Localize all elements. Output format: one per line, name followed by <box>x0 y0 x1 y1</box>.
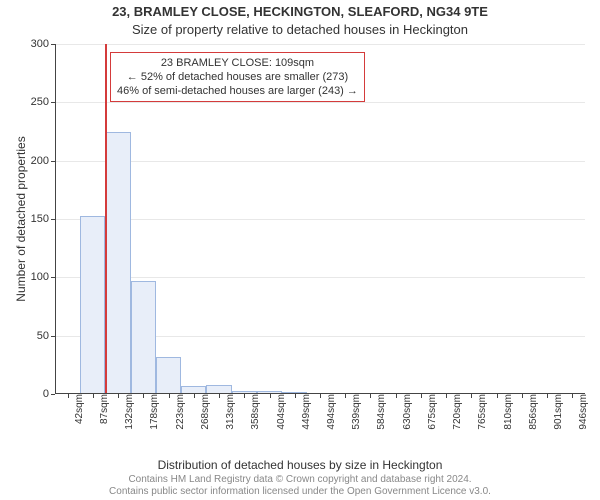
xtick-label: 630sqm <box>400 394 413 430</box>
x-axis-label: Distribution of detached houses by size … <box>0 458 600 472</box>
xtick-label: 901sqm <box>551 394 564 430</box>
ytick-label: 250 <box>31 96 55 108</box>
xtick-label: 946sqm <box>576 394 589 430</box>
footer-line2: Contains public sector information licen… <box>0 486 600 498</box>
ytick-label: 300 <box>31 38 55 50</box>
ytick-label: 0 <box>43 388 55 400</box>
xtick-mark <box>522 394 523 398</box>
axes-border <box>55 44 585 394</box>
xtick-mark <box>421 394 422 398</box>
chart-plot-area: 23 BRAMLEY CLOSE: 109sqm← 52% of detache… <box>55 44 585 394</box>
xtick-label: 42sqm <box>72 394 85 424</box>
xtick-label: 404sqm <box>274 394 287 430</box>
xtick-label: 358sqm <box>248 394 261 430</box>
page-title-line1: 23, BRAMLEY CLOSE, HECKINGTON, SLEAFORD,… <box>0 4 600 19</box>
xtick-mark <box>194 394 195 398</box>
ytick-label: 200 <box>31 155 55 167</box>
xtick-mark <box>547 394 548 398</box>
xtick-mark <box>219 394 220 398</box>
xtick-mark <box>572 394 573 398</box>
footer-line1: Contains HM Land Registry data © Crown c… <box>0 474 600 486</box>
y-axis-label: Number of detached properties <box>14 44 28 394</box>
xtick-label: 313sqm <box>223 394 236 430</box>
footer-attribution: Contains HM Land Registry data © Crown c… <box>0 474 600 498</box>
xtick-mark <box>143 394 144 398</box>
xtick-mark <box>370 394 371 398</box>
ytick-label: 100 <box>31 271 55 283</box>
xtick-mark <box>68 394 69 398</box>
ytick-label: 50 <box>37 330 55 342</box>
xtick-label: 494sqm <box>324 394 337 430</box>
xtick-mark <box>345 394 346 398</box>
xtick-label: 449sqm <box>299 394 312 430</box>
xtick-mark <box>244 394 245 398</box>
xtick-label: 675sqm <box>425 394 438 430</box>
xtick-label: 132sqm <box>122 394 135 430</box>
ytick-label: 150 <box>31 213 55 225</box>
xtick-mark <box>295 394 296 398</box>
xtick-mark <box>471 394 472 398</box>
xtick-label: 810sqm <box>501 394 514 430</box>
xtick-label: 765sqm <box>475 394 488 430</box>
xtick-mark <box>446 394 447 398</box>
xtick-mark <box>118 394 119 398</box>
xtick-mark <box>270 394 271 398</box>
xtick-label: 856sqm <box>526 394 539 430</box>
xtick-mark <box>396 394 397 398</box>
xtick-mark <box>497 394 498 398</box>
page-title-line2: Size of property relative to detached ho… <box>0 22 600 37</box>
xtick-label: 584sqm <box>374 394 387 430</box>
xtick-label: 720sqm <box>450 394 463 430</box>
xtick-label: 87sqm <box>97 394 110 424</box>
xtick-mark <box>169 394 170 398</box>
xtick-label: 539sqm <box>349 394 362 430</box>
xtick-label: 223sqm <box>173 394 186 430</box>
xtick-mark <box>320 394 321 398</box>
xtick-mark <box>93 394 94 398</box>
xtick-label: 268sqm <box>198 394 211 430</box>
xtick-label: 178sqm <box>147 394 160 430</box>
